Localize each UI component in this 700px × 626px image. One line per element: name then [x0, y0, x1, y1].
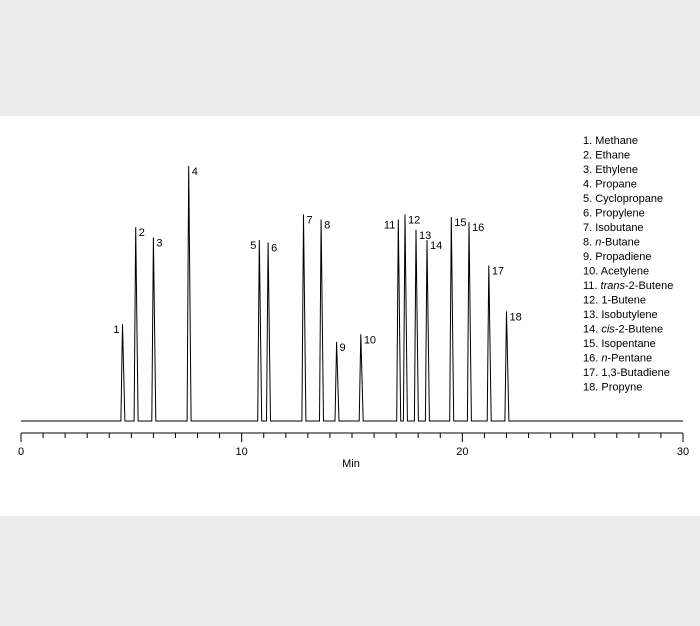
legend-item-6: 6. Propylene	[583, 208, 645, 220]
legend-item-15: 15. Isopentane	[583, 338, 656, 350]
peak-label-6: 6	[271, 243, 277, 255]
peak-label-17: 17	[492, 265, 504, 277]
legend-item-4: 4. Propane	[583, 179, 637, 191]
peak-label-9: 9	[340, 342, 346, 354]
x-tick-label: 10	[236, 446, 248, 458]
legend-item-17: 17. 1,3-Butadiene	[583, 367, 670, 379]
peak-label-13: 13	[419, 230, 431, 242]
legend-item-10: 10. Acetylene	[583, 266, 649, 278]
peak-label-8: 8	[324, 220, 330, 232]
x-axis-title: Min	[342, 458, 360, 470]
legend-item-16: 16. n-Pentane	[583, 353, 652, 365]
legend-item-9: 9. Propadiene	[583, 251, 652, 263]
x-tick-label: 0	[18, 446, 24, 458]
peak-label-12: 12	[408, 214, 420, 226]
legend-item-2: 2. Ethane	[583, 150, 630, 162]
peak-label-1: 1	[113, 324, 119, 336]
peak-label-4: 4	[192, 166, 198, 178]
legend-item-18: 18. Propyne	[583, 382, 642, 394]
legend-item-11: 11. trans-2-Butene	[583, 280, 673, 292]
chromatogram-trace	[21, 165, 683, 422]
peak-label-2: 2	[139, 227, 145, 239]
peak-label-15: 15	[454, 217, 466, 229]
legend-item-1: 1. Methane	[583, 135, 638, 147]
legend-item-12: 12. 1-Butene	[583, 295, 646, 307]
peak-label-5: 5	[250, 240, 256, 252]
x-axis: 0 10 20 30	[18, 432, 689, 458]
peak-label-14: 14	[430, 240, 442, 252]
legend-item-8: 8. n-Butane	[583, 237, 640, 249]
legend-item-13: 13. Isobutylene	[583, 309, 658, 321]
legend-item-14: 14. cis-2-Butene	[583, 324, 663, 336]
peak-label-7: 7	[306, 214, 312, 226]
legend-item-5: 5. Cyclopropane	[583, 193, 663, 205]
x-tick-label: 30	[677, 446, 689, 458]
peak-label-18: 18	[509, 311, 521, 323]
peak-label-11: 11	[384, 220, 395, 232]
peak-label-3: 3	[156, 237, 162, 249]
x-tick-label: 20	[456, 446, 468, 458]
legend: 1. Methane 2. Ethane 3. Ethylene 4. Propane…	[583, 135, 673, 394]
chart-panel: 0 10 20 30 1 2 3 4 5 6 7 8 9 10 11 12 13 14 15 16 17 18 Min …	[0, 116, 700, 516]
legend-item-3: 3. Ethylene	[583, 164, 638, 176]
legend-item-7: 7. Isobutane	[583, 222, 644, 234]
peak-label-10: 10	[364, 334, 376, 346]
peak-label-16: 16	[472, 222, 484, 234]
